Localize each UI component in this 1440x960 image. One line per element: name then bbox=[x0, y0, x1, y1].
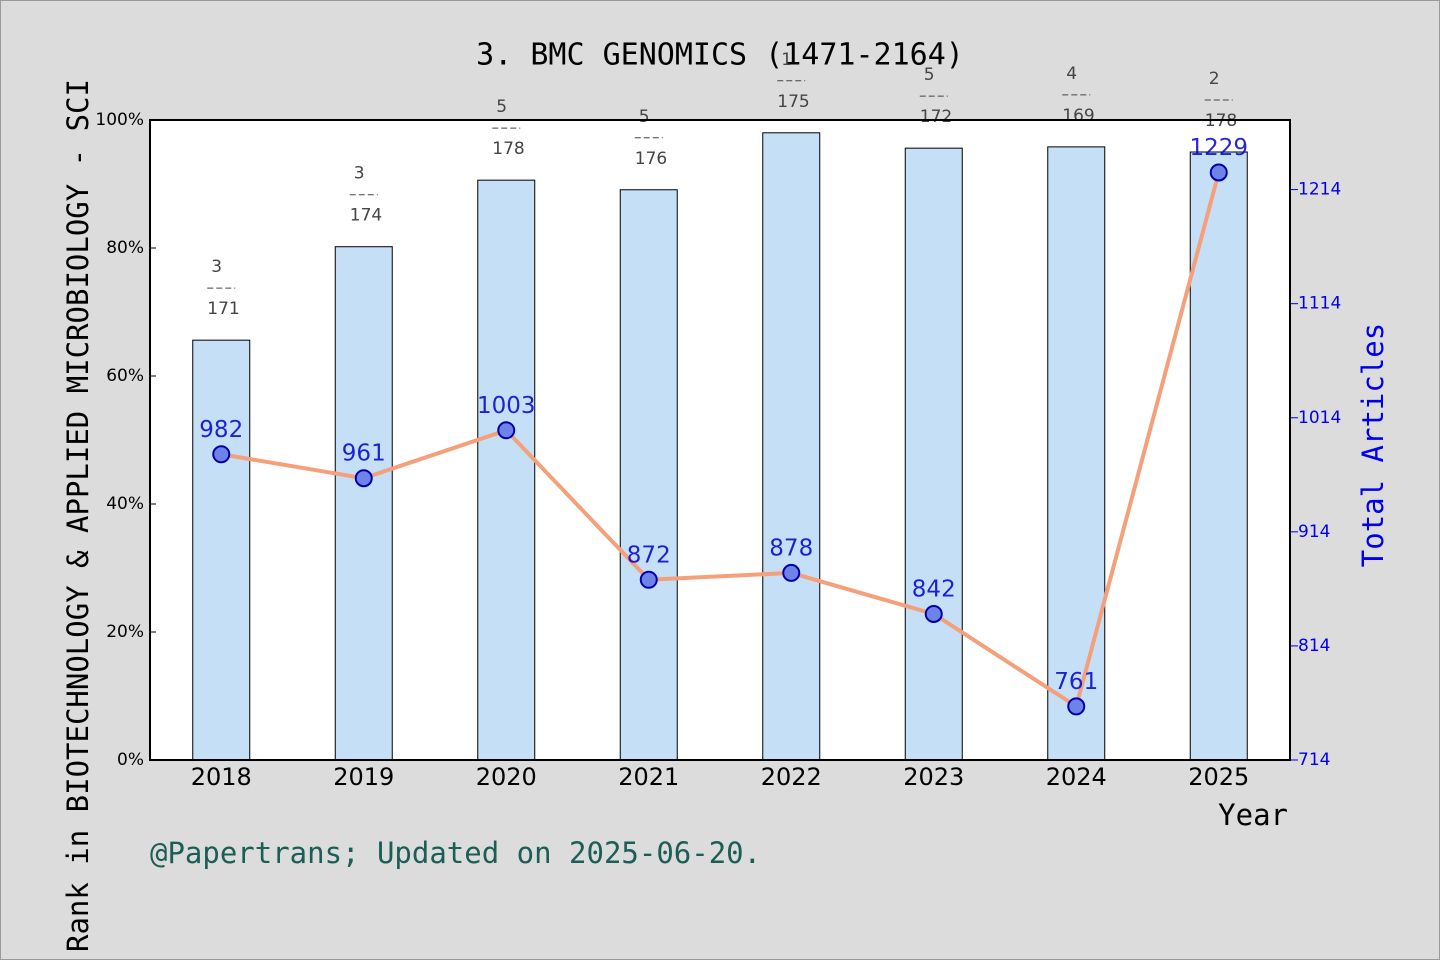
y2-tick-label: 1114 bbox=[1298, 294, 1341, 314]
x-axis-label: Year bbox=[1218, 798, 1288, 832]
rank-label: 3 bbox=[354, 164, 365, 184]
line-point bbox=[212, 445, 231, 464]
line-point bbox=[924, 604, 943, 623]
footer: @Papertrans; Updated on 2025-06-20. bbox=[150, 836, 761, 870]
line-point bbox=[782, 563, 801, 582]
y-tick-label: 80% bbox=[106, 238, 144, 258]
y-tick-label: 0% bbox=[117, 750, 144, 770]
y2-tick-label: 1214 bbox=[1298, 180, 1341, 200]
rank-label: 5 bbox=[496, 97, 507, 117]
rank-label: 5 bbox=[924, 65, 935, 85]
total-label: 175 bbox=[777, 92, 809, 112]
y2-axis-label: Total Articles bbox=[1356, 323, 1390, 567]
total-label: 176 bbox=[635, 149, 667, 169]
value-label: 1003 bbox=[477, 393, 536, 419]
rank-label: 4 bbox=[1066, 64, 1077, 84]
line-point bbox=[497, 421, 516, 440]
y2-tick-label: 1014 bbox=[1298, 408, 1341, 428]
value-label: 872 bbox=[627, 542, 671, 568]
value-label: 761 bbox=[1054, 669, 1098, 695]
x-tick-label: 2023 bbox=[903, 763, 964, 791]
y2-tick-label: 814 bbox=[1298, 636, 1330, 656]
bar bbox=[1047, 146, 1106, 761]
total-label: 169 bbox=[1062, 106, 1094, 126]
value-label: 961 bbox=[342, 441, 386, 467]
y-tick-label: 20% bbox=[106, 622, 144, 642]
bar bbox=[334, 246, 393, 761]
line-point bbox=[1209, 163, 1228, 182]
total-label: 178 bbox=[492, 139, 524, 159]
y-axis-label: Rank in BIOTECHNOLOGY & APPLIED MICROBIO… bbox=[61, 79, 95, 952]
total-label: 174 bbox=[350, 206, 382, 226]
y2-tick-label: 914 bbox=[1298, 522, 1330, 542]
x-tick-label: 2024 bbox=[1046, 763, 1107, 791]
rank-label: 1 bbox=[781, 50, 792, 70]
x-tick-label: 2019 bbox=[333, 763, 394, 791]
bar bbox=[904, 147, 963, 761]
x-tick-label: 2022 bbox=[761, 763, 822, 791]
line-point bbox=[354, 469, 373, 488]
x-tick-label: 2020 bbox=[476, 763, 537, 791]
total-label: 171 bbox=[207, 299, 239, 319]
y2-tick-label: 714 bbox=[1298, 750, 1330, 770]
rank-label: 2 bbox=[1209, 69, 1220, 89]
plot-area bbox=[150, 120, 1290, 760]
x-tick-label: 2018 bbox=[191, 763, 252, 791]
total-label: 172 bbox=[920, 107, 952, 127]
y-tick-label: 60% bbox=[106, 366, 144, 386]
bar bbox=[192, 339, 251, 761]
line-point bbox=[1067, 697, 1086, 716]
x-tick-label: 2025 bbox=[1188, 763, 1249, 791]
line bbox=[220, 171, 1221, 710]
bar bbox=[477, 179, 536, 761]
value-label: 1229 bbox=[1189, 135, 1248, 161]
y-tick-label: 40% bbox=[106, 494, 144, 514]
value-label: 842 bbox=[912, 576, 956, 602]
rank-label: 5 bbox=[639, 107, 650, 127]
value-label: 878 bbox=[769, 535, 813, 561]
bar bbox=[1189, 151, 1248, 761]
y-tick-label: 100% bbox=[95, 110, 144, 130]
bar bbox=[619, 189, 678, 761]
line-point bbox=[639, 570, 658, 589]
bar bbox=[762, 132, 821, 761]
chart-title: 3. BMC GENOMICS (1471-2164) bbox=[476, 38, 964, 73]
x-tick-label: 2021 bbox=[618, 763, 679, 791]
plot-frame bbox=[149, 119, 1291, 761]
value-label: 982 bbox=[199, 417, 243, 443]
rank-label: 3 bbox=[211, 257, 222, 277]
